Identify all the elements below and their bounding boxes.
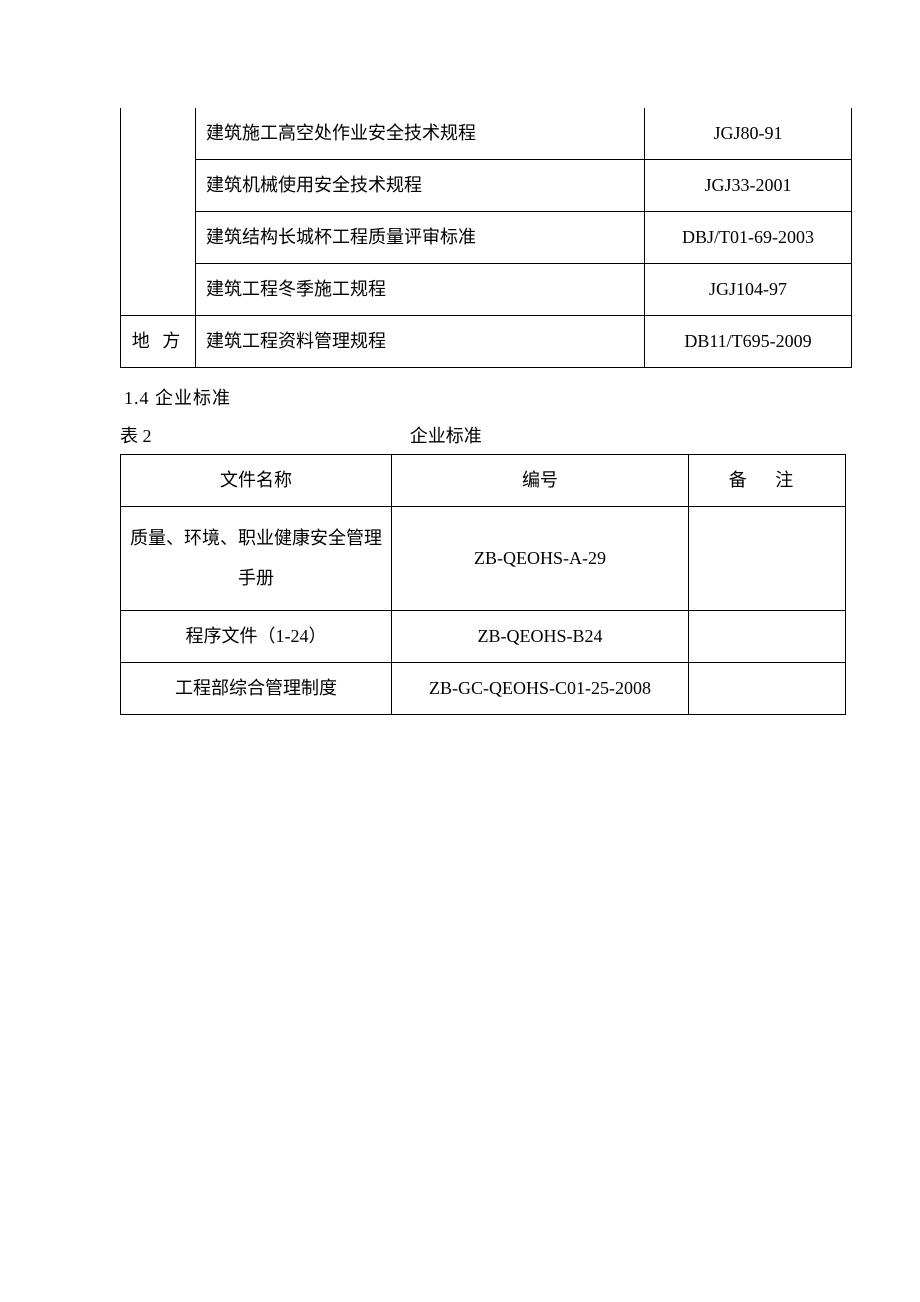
standard-name-cell: 建筑结构长城杯工程质量评审标准 xyxy=(196,212,645,264)
standard-name-cell: 建筑施工高空处作业安全技术规程 xyxy=(196,108,645,160)
table-header-row: 文件名称 编号 备 注 xyxy=(121,455,846,507)
standard-name-cell: 建筑工程资料管理规程 xyxy=(196,316,645,368)
table-caption: 表 2 企业标准 xyxy=(120,422,800,448)
standards-table-1: 建筑施工高空处作业安全技术规程 JGJ80-91 建筑机械使用安全技术规程 JG… xyxy=(120,108,852,368)
doc-code-cell: ZB-QEOHS-B24 xyxy=(392,611,689,663)
table-row: 程序文件（1-24） ZB-QEOHS-B24 xyxy=(121,611,846,663)
table-row: 建筑工程冬季施工规程 JGJ104-97 xyxy=(121,264,852,316)
table-row: 地 方 建筑工程资料管理规程 DB11/T695-2009 xyxy=(121,316,852,368)
standard-code-cell: DBJ/T01-69-2003 xyxy=(645,212,852,264)
column-header-name: 文件名称 xyxy=(121,455,392,507)
standard-code-cell: JGJ104-97 xyxy=(645,264,852,316)
table-row: 建筑结构长城杯工程质量评审标准 DBJ/T01-69-2003 xyxy=(121,212,852,264)
column-header-note: 备 注 xyxy=(689,455,846,507)
doc-note-cell xyxy=(689,663,846,715)
category-cell: 地 方 xyxy=(121,316,196,368)
table-row: 建筑机械使用安全技术规程 JGJ33-2001 xyxy=(121,160,852,212)
table-row: 建筑施工高空处作业安全技术规程 JGJ80-91 xyxy=(121,108,852,160)
doc-code-cell: ZB-QEOHS-A-29 xyxy=(392,507,689,611)
table-caption-number: 表 2 xyxy=(120,422,152,448)
column-header-code: 编号 xyxy=(392,455,689,507)
standard-code-cell: DB11/T695-2009 xyxy=(645,316,852,368)
doc-code-cell: ZB-GC-QEOHS-C01-25-2008 xyxy=(392,663,689,715)
doc-name-cell: 质量、环境、职业健康安全管理手册 xyxy=(121,507,392,611)
table-caption-title: 企业标准 xyxy=(152,422,801,448)
doc-note-cell xyxy=(689,611,846,663)
standard-code-cell: JGJ33-2001 xyxy=(645,160,852,212)
table-row: 工程部综合管理制度 ZB-GC-QEOHS-C01-25-2008 xyxy=(121,663,846,715)
doc-name-cell: 工程部综合管理制度 xyxy=(121,663,392,715)
enterprise-standards-table: 文件名称 编号 备 注 质量、环境、职业健康安全管理手册 ZB-QEOHS-A-… xyxy=(120,454,846,715)
category-cell xyxy=(121,108,196,316)
table-row: 质量、环境、职业健康安全管理手册 ZB-QEOHS-A-29 xyxy=(121,507,846,611)
standard-code-cell: JGJ80-91 xyxy=(645,108,852,160)
standard-name-cell: 建筑工程冬季施工规程 xyxy=(196,264,645,316)
standard-name-cell: 建筑机械使用安全技术规程 xyxy=(196,160,645,212)
section-heading: 1.4 企业标准 xyxy=(120,384,800,410)
doc-note-cell xyxy=(689,507,846,611)
doc-name-cell: 程序文件（1-24） xyxy=(121,611,392,663)
